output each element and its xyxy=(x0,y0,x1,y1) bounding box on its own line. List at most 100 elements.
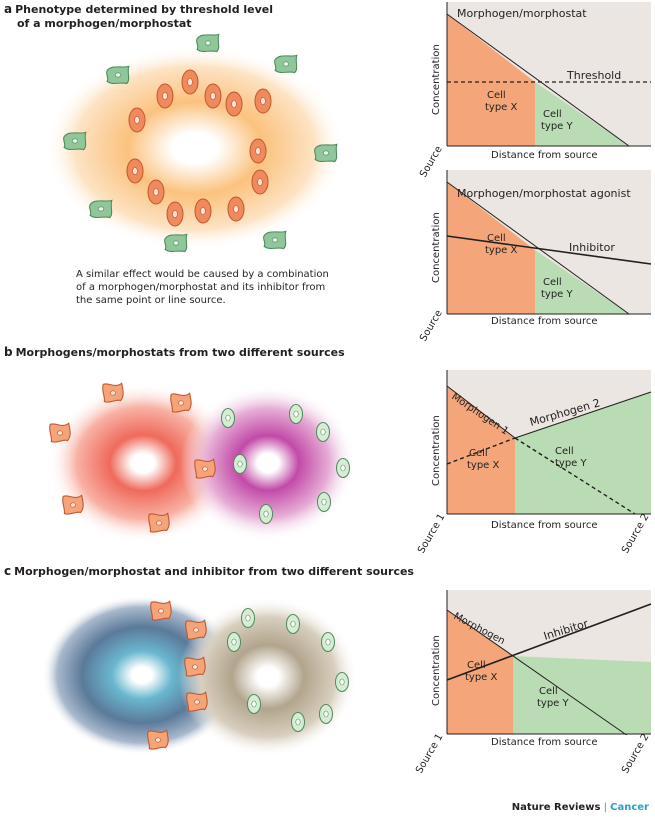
cell-type-y xyxy=(221,408,235,428)
cell-y-line2: type Y xyxy=(541,289,574,300)
region-cell-type-y xyxy=(535,82,629,146)
morphogen-2-curve xyxy=(514,391,652,439)
panel-a-graph-inhibitor: Morphogen/morphostat agonist Inhibitor C… xyxy=(418,170,652,344)
cell-type-x xyxy=(185,619,207,640)
y-axis-label: Concentration xyxy=(431,635,442,706)
y-axis-label: Concentration xyxy=(431,44,442,115)
cell-type-y xyxy=(336,458,350,478)
cell-type-x xyxy=(181,69,199,95)
cell-y-line2: type Y xyxy=(537,698,570,709)
panel-b-letter: b xyxy=(4,345,13,359)
region-cell-type-y xyxy=(515,392,651,514)
region-cell-type-x xyxy=(447,182,535,314)
x-axis-label: Distance from source xyxy=(491,316,598,327)
cell-type-x xyxy=(251,169,269,195)
cell-type-x xyxy=(148,512,170,533)
cell-x-line1: Cell xyxy=(487,233,506,244)
panel-c-illustration xyxy=(42,595,358,757)
region-cell-type-x xyxy=(447,610,513,734)
panel-b-title-text: Morphogens/morphostats from two differen… xyxy=(15,346,345,359)
cell-type-x xyxy=(254,88,272,114)
cell-type-y xyxy=(163,233,188,253)
cell-x-line2: type X xyxy=(485,102,518,113)
inhibitor-line xyxy=(446,603,652,681)
curve-label: Morphogen/morphostat agonist xyxy=(457,187,631,200)
panel-a-title-line2: of a morphogen/morphostat xyxy=(17,17,192,30)
cell-type-y xyxy=(317,492,331,512)
threshold-label: Threshold xyxy=(566,69,621,82)
panel-c-graph: Morphogen Inhibitor Cell type X Cell typ… xyxy=(414,590,654,776)
y-axis-label: Concentration xyxy=(431,415,442,486)
panel-a-illustration xyxy=(45,33,345,253)
morphogen-1-curve xyxy=(446,385,516,439)
cell-type-y xyxy=(273,54,298,74)
inhibitor-label: Inhibitor xyxy=(569,241,615,254)
cell-type-y xyxy=(286,614,300,634)
source-1-label: Source 1 xyxy=(414,732,445,776)
cell-type-x xyxy=(126,158,144,184)
cell-y-line1: Cell xyxy=(555,446,574,457)
panel-b-title: b Morphogens/morphostats from two differe… xyxy=(4,345,345,360)
journal-credit: Nature Reviews | Cancer xyxy=(512,802,649,813)
note-line-2: of a morphogen/morphostat and its inhibi… xyxy=(76,282,326,293)
cell-type-y xyxy=(291,712,305,732)
cell-y-line1: Cell xyxy=(539,686,558,697)
curve-label: Morphogen/morphostat xyxy=(457,7,587,20)
y-axis-label: Concentration xyxy=(431,212,442,283)
cell-type-y xyxy=(319,704,333,724)
morphogen-1-dashed xyxy=(514,437,636,515)
cell-type-x xyxy=(170,392,192,413)
cell-type-x xyxy=(128,107,146,133)
region-cell-type-y xyxy=(535,250,629,314)
region-cell-type-x xyxy=(447,386,515,514)
cell-type-x xyxy=(156,83,174,109)
cell-type-y xyxy=(247,694,261,714)
source-1-label: Source 1 xyxy=(416,512,447,556)
panel-c-title-text: Morphogen/morphostat and inhibitor from … xyxy=(14,565,414,578)
cell-type-y xyxy=(289,404,303,424)
journal-section: Cancer xyxy=(610,802,649,813)
morphogen-2-dashed xyxy=(446,437,516,465)
morphogen-curve xyxy=(446,609,652,753)
cell-type-x xyxy=(102,382,124,403)
panel-c-title: c Morphogen/morphostat and inhibitor from… xyxy=(4,564,414,579)
cell-x-line2: type X xyxy=(465,672,498,683)
cell-type-x xyxy=(249,138,267,164)
morphogen-curve xyxy=(446,13,630,147)
cell-y-line2: type Y xyxy=(555,458,588,469)
cell-type-x xyxy=(184,656,206,677)
cell-type-y xyxy=(321,632,335,652)
cell-x-line2: type X xyxy=(467,460,500,471)
cell-type-x xyxy=(194,458,216,479)
panel-a-letter: a xyxy=(4,2,13,16)
panel-b-illustration xyxy=(48,382,356,543)
journal-name: Nature Reviews xyxy=(511,802,601,813)
morphogen-1-gradient xyxy=(48,383,238,543)
cell-type-x xyxy=(204,83,222,109)
region-cell-type-x xyxy=(447,14,535,146)
inhibitor-line xyxy=(446,235,652,265)
note-line-3: the same point or line source. xyxy=(76,295,226,306)
journal-separator: | xyxy=(600,802,611,813)
cell-type-y xyxy=(335,672,349,692)
panel-a-title-line1: Phenotype determined by threshold level xyxy=(15,3,274,16)
x-axis-label: Distance from source xyxy=(491,737,598,748)
cell-y-line1: Cell xyxy=(543,109,562,120)
cell-x-line1: Cell xyxy=(467,660,486,671)
cell-type-y xyxy=(233,454,247,474)
cell-type-y xyxy=(241,608,255,628)
cell-type-y xyxy=(227,632,241,652)
cell-type-y xyxy=(259,504,273,524)
cell-type-y xyxy=(316,422,330,442)
cell-type-x xyxy=(166,201,184,227)
cell-x-line1: Cell xyxy=(469,448,488,459)
cell-type-x xyxy=(150,600,172,621)
cell-type-y xyxy=(195,33,220,53)
cell-type-x xyxy=(194,198,212,224)
cell-type-x xyxy=(227,196,245,222)
cell-type-x xyxy=(147,179,165,205)
panel-a-title: a Phenotype determined by threshold level… xyxy=(4,2,273,31)
x-axis-label: Distance from source xyxy=(491,150,598,161)
cell-type-y xyxy=(105,65,130,85)
panel-a-graph-threshold: Morphogen/morphostat Threshold Cell type… xyxy=(418,2,651,180)
